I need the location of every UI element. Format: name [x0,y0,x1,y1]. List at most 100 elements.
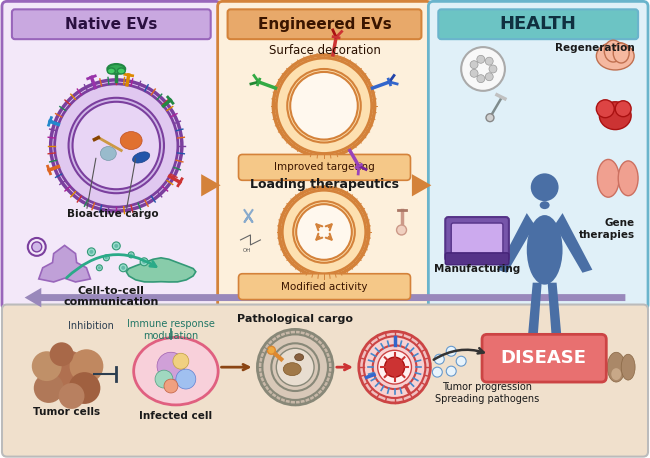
FancyBboxPatch shape [239,274,411,300]
Text: HEALTH: HEALTH [500,15,577,33]
Circle shape [396,225,406,235]
Circle shape [531,173,558,201]
Circle shape [122,266,125,270]
Ellipse shape [120,131,142,149]
Polygon shape [126,258,196,282]
Circle shape [287,69,361,142]
Circle shape [486,114,494,122]
FancyBboxPatch shape [438,9,638,39]
Ellipse shape [134,338,218,405]
Ellipse shape [604,40,622,62]
Ellipse shape [621,354,635,380]
Circle shape [470,61,478,69]
FancyBboxPatch shape [239,154,411,180]
Ellipse shape [107,68,115,74]
Ellipse shape [616,101,631,117]
Circle shape [290,72,358,140]
Polygon shape [497,213,535,273]
Polygon shape [39,245,90,282]
Circle shape [486,57,493,65]
FancyBboxPatch shape [445,217,509,261]
Text: Loading therapeutics: Loading therapeutics [250,178,399,191]
Polygon shape [526,283,541,349]
Text: Gene
therapies: Gene therapies [579,218,635,240]
Circle shape [447,346,456,356]
Text: Regeneration: Regeneration [555,43,635,53]
Circle shape [276,348,314,386]
Ellipse shape [618,161,638,196]
Circle shape [470,69,478,77]
Text: Tumor cells: Tumor cells [33,407,100,417]
Circle shape [128,252,134,258]
Circle shape [364,336,425,398]
Circle shape [385,357,404,377]
Circle shape [276,58,372,153]
Circle shape [271,344,319,391]
Circle shape [88,248,96,256]
Circle shape [447,366,456,376]
Circle shape [176,369,196,389]
Circle shape [140,258,148,266]
Ellipse shape [611,368,621,380]
Ellipse shape [100,147,116,160]
Ellipse shape [613,43,629,63]
Circle shape [34,373,64,403]
Text: Infected cell: Infected cell [139,411,213,421]
Ellipse shape [607,352,625,382]
Circle shape [282,190,366,274]
FancyBboxPatch shape [2,305,648,457]
Circle shape [43,350,90,398]
Text: Cell-to-cell
communication: Cell-to-cell communication [64,286,159,307]
Ellipse shape [599,102,631,130]
Ellipse shape [597,159,619,197]
Circle shape [461,47,505,91]
Circle shape [114,244,118,248]
Text: Native EVs: Native EVs [65,17,157,32]
Circle shape [477,75,485,82]
Text: Tumor progression
Spreading pathogens: Tumor progression Spreading pathogens [435,382,539,403]
FancyBboxPatch shape [218,1,432,310]
Circle shape [486,73,493,81]
Text: Pathological cargo: Pathological cargo [237,315,353,324]
Circle shape [58,383,84,409]
FancyBboxPatch shape [445,253,509,265]
Circle shape [49,342,73,366]
Circle shape [105,256,108,259]
Circle shape [434,354,444,364]
Circle shape [477,55,485,63]
FancyBboxPatch shape [482,334,606,382]
Polygon shape [548,283,562,349]
Circle shape [456,356,466,366]
Circle shape [173,353,189,369]
Text: Modified activity: Modified activity [281,282,368,292]
Circle shape [103,255,109,261]
Circle shape [68,98,164,193]
Circle shape [32,242,42,252]
Circle shape [155,370,173,388]
Ellipse shape [294,354,304,361]
Circle shape [51,80,182,211]
FancyBboxPatch shape [227,9,421,39]
Circle shape [432,367,442,377]
Text: Surface decoration: Surface decoration [268,44,380,57]
Circle shape [489,65,497,73]
Text: Engineered EVs: Engineered EVs [257,17,391,32]
Circle shape [378,350,411,384]
Circle shape [372,345,417,389]
Text: Bioactive cargo: Bioactive cargo [68,209,159,219]
Circle shape [70,349,103,383]
Circle shape [55,84,178,207]
Text: Inhibition: Inhibition [68,322,114,332]
Ellipse shape [526,215,562,285]
Circle shape [157,352,185,380]
Circle shape [32,351,62,381]
Circle shape [68,372,100,404]
Circle shape [296,204,352,260]
Ellipse shape [133,152,150,163]
Ellipse shape [117,68,125,74]
FancyBboxPatch shape [451,223,503,255]
Circle shape [98,266,101,269]
FancyBboxPatch shape [2,1,220,310]
Circle shape [280,187,369,277]
Circle shape [257,329,333,405]
